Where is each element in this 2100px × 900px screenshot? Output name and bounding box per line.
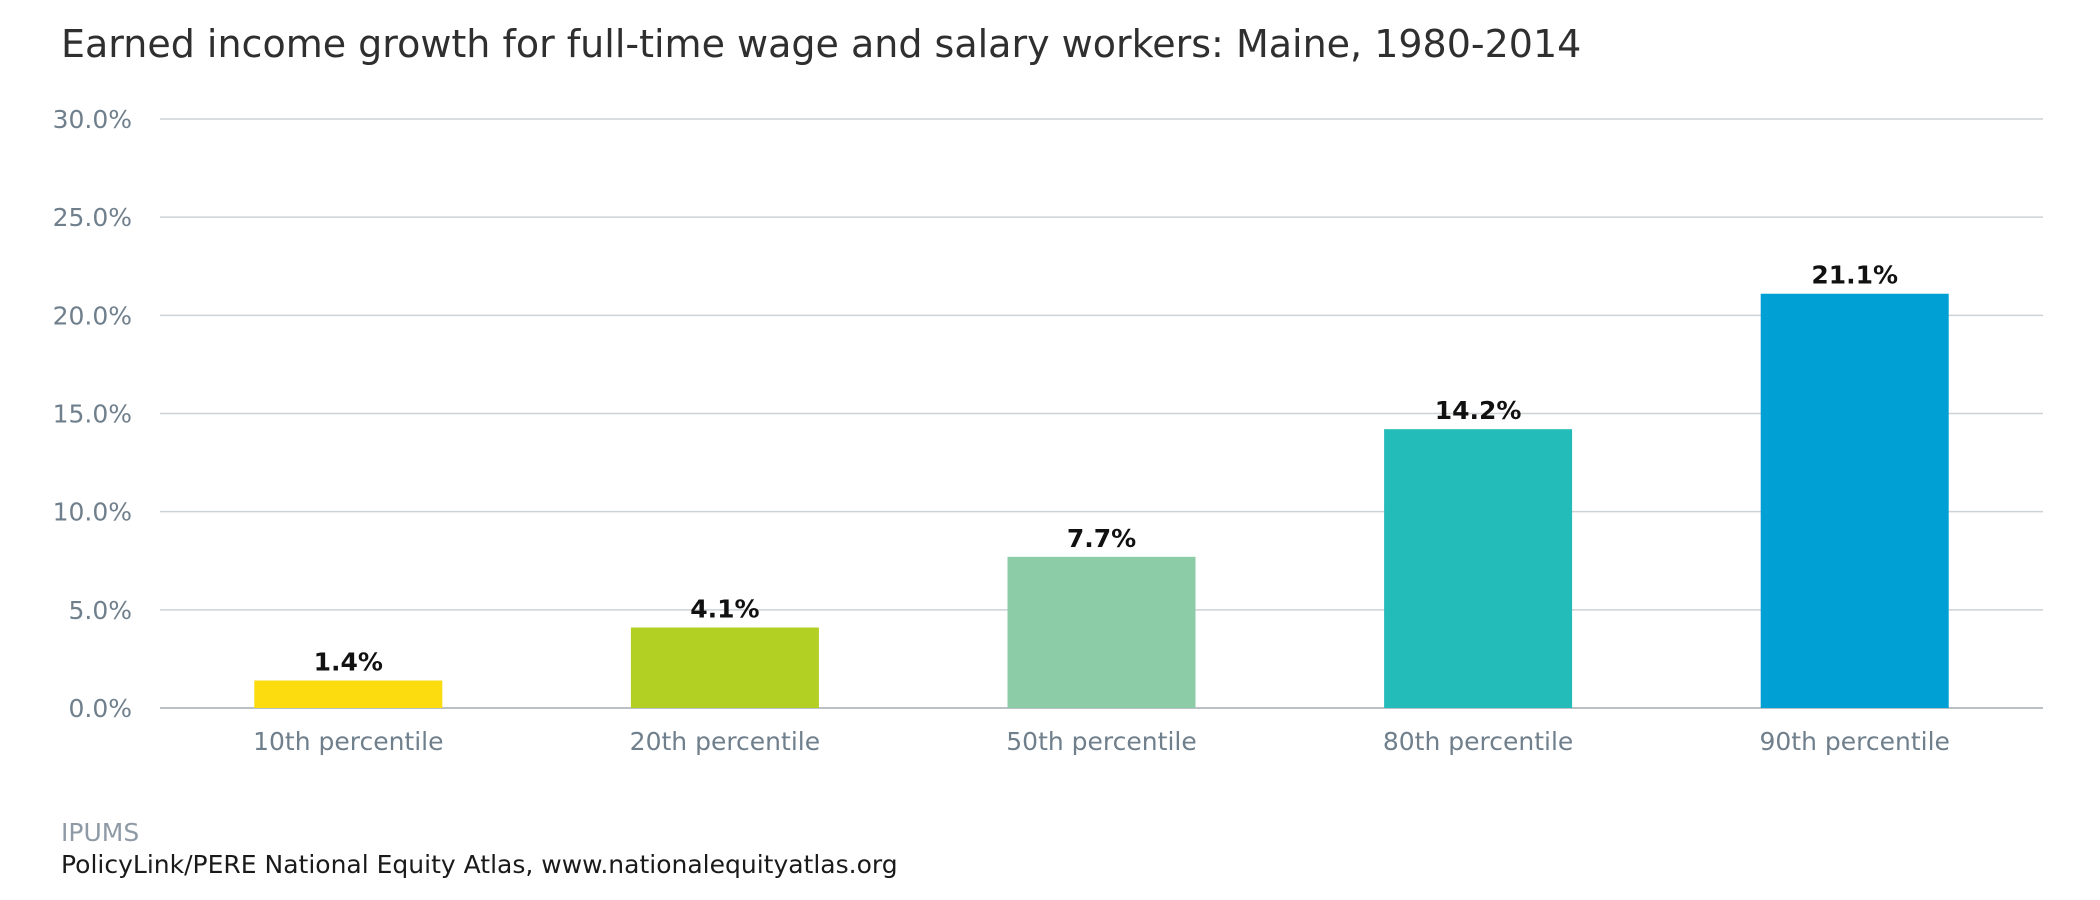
category-label: 20th percentile [630, 727, 820, 756]
y-tick-label: 10.0% [53, 498, 132, 527]
data-label: 14.2% [1435, 396, 1522, 425]
y-tick-label: 0.0% [68, 694, 132, 723]
bars [254, 293, 1949, 708]
category-label: 10th percentile [253, 727, 443, 756]
data-label: 21.1% [1811, 261, 1898, 290]
y-tick-label: 15.0% [53, 400, 132, 429]
data-label: 7.7% [1067, 524, 1136, 553]
bar [254, 680, 443, 708]
y-axis-ticks: 0.0% 5.0% 10.0% 15.0% 20.0% 25.0% 30.0% [53, 105, 132, 723]
data-labels: 1.4% 4.1% 7.7% 14.2% 21.1% [314, 261, 1898, 677]
bar [1760, 293, 1949, 708]
category-label: 50th percentile [1006, 727, 1196, 756]
y-tick-label: 20.0% [53, 301, 132, 330]
y-tick-label: 25.0% [53, 203, 132, 232]
chart-title: Earned income growth for full-time wage … [61, 22, 1582, 66]
y-tick-label: 30.0% [53, 105, 132, 134]
bar [1384, 429, 1573, 708]
data-label: 1.4% [314, 648, 383, 677]
bar [630, 627, 819, 708]
y-tick-label: 5.0% [68, 596, 132, 625]
credit-line: PolicyLink/PERE National Equity Atlas, w… [61, 850, 898, 879]
x-axis-categories: 10th percentile 20th percentile 50th perce… [253, 727, 1950, 756]
source-note: IPUMS [61, 818, 140, 847]
bar [1007, 556, 1196, 708]
category-label: 80th percentile [1383, 727, 1573, 756]
category-label: 90th percentile [1759, 727, 1949, 756]
data-label: 4.1% [690, 595, 759, 624]
